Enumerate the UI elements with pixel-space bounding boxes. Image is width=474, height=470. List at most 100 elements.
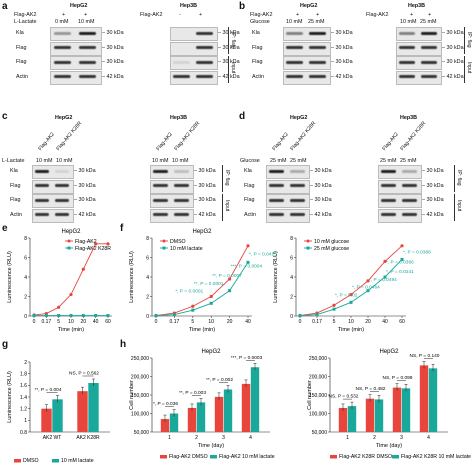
data-point <box>366 279 370 283</box>
bar <box>401 388 411 432</box>
blot-strip <box>283 56 331 70</box>
blot-band <box>35 213 49 216</box>
p-value-annotation: ***, P = 0.0003 <box>231 355 263 361</box>
x-tick-label: 60 <box>105 319 111 325</box>
data-point <box>69 292 73 297</box>
blot-band <box>53 46 72 49</box>
chart-title: HepG2 <box>379 349 399 355</box>
y-tick-label: 6 <box>146 255 149 261</box>
x-tick-label: 40 <box>382 319 388 325</box>
blot-band <box>53 60 72 64</box>
x-tick-label: 4 <box>249 435 252 441</box>
y-tick-label: 8 <box>24 236 27 242</box>
panel-a-hepg2-title: HepG2 <box>70 3 88 9</box>
chart-title: HepG2 <box>61 229 81 235</box>
bar <box>169 413 179 432</box>
treatment-label: Glucose <box>240 158 260 164</box>
blot-strip <box>378 208 422 223</box>
bar <box>241 383 251 432</box>
data-point <box>94 242 98 246</box>
blot-band <box>421 31 437 35</box>
blot-strip <box>396 70 442 85</box>
y-tick-label: 6 <box>24 255 27 261</box>
kda-marker: – 30 kDa <box>422 197 444 203</box>
blot-strip <box>266 165 310 179</box>
bar <box>347 406 357 432</box>
blot-band <box>35 198 49 202</box>
bar <box>250 367 260 432</box>
legend-label: Flag-AK2 K28R 10 mM lactate <box>401 454 471 460</box>
y-tick-label: 0 <box>146 314 149 320</box>
panel-d-hep3b-title: Hep3B <box>400 115 418 121</box>
group-bracket <box>462 56 465 83</box>
panel-letter: d <box>239 111 246 122</box>
kda-marker: – 30 kDa <box>102 44 124 51</box>
kda-marker: – 30 kDa <box>74 168 96 174</box>
data-point <box>349 300 353 304</box>
blot-row-label: Kla <box>10 168 18 174</box>
dose-label: 10 mM <box>36 158 53 164</box>
treatment-label: L-Lactate <box>14 19 37 25</box>
bar <box>374 399 384 432</box>
blot-band <box>421 75 437 78</box>
bar <box>214 396 224 432</box>
x-tick-label: 40 <box>93 319 99 325</box>
y-tick-label: 150,000 <box>309 393 327 399</box>
y-tick-label: 1.6 <box>20 383 27 389</box>
blot-strip <box>283 41 331 56</box>
data-point <box>332 307 336 311</box>
series-line <box>155 245 249 316</box>
flag-row-label: Flag-AK2 <box>140 12 163 18</box>
x-tick-label: 1 <box>168 435 171 441</box>
kda-marker: – 30 kDa <box>102 30 124 36</box>
group-bracket <box>462 27 465 54</box>
bar <box>223 389 233 432</box>
blot-row-label: Flag <box>252 59 263 65</box>
p-value-annotation: **, P = 0.003 <box>179 390 206 396</box>
data-point <box>106 242 110 246</box>
blot-band <box>381 169 396 173</box>
blot-band <box>196 60 213 64</box>
bar <box>196 402 206 432</box>
data-point <box>298 314 302 318</box>
y-tick-label: 0 <box>24 314 27 320</box>
blot-band <box>402 198 417 202</box>
dose-label: 0 mM <box>55 19 69 25</box>
panel-letter: a <box>2 1 8 12</box>
legend-label: Flag-AK2 K28R DMSO <box>339 454 392 460</box>
blot-strip <box>396 41 442 56</box>
blot-band <box>269 213 284 216</box>
p-value-annotation: **, P = 0.004 <box>35 387 62 393</box>
legend-swatch <box>392 455 399 459</box>
p-value-annotation: NS, P = 0.099 <box>383 375 413 381</box>
data-point <box>57 305 61 309</box>
blot-band <box>381 184 396 187</box>
legend-swatch <box>52 459 59 463</box>
p-value-annotation: *, P = 0.02 <box>335 293 358 299</box>
blot-band <box>421 60 437 64</box>
dose-label: 25 mM <box>308 19 325 25</box>
y-axis-label: Cell number <box>129 380 135 410</box>
panel-letter: b <box>239 1 246 12</box>
dose-label: 10 mM <box>78 19 95 25</box>
data-point <box>383 259 387 263</box>
y-tick-label: 200,000 <box>309 374 327 380</box>
blot-strip <box>150 165 194 179</box>
data-point <box>332 303 336 307</box>
blot-strip <box>170 70 218 85</box>
blot-band <box>173 60 190 64</box>
panel-c-hepg2-title: HepG2 <box>55 115 73 121</box>
group-bracket <box>220 194 223 221</box>
kda-marker: – 42 kDa <box>194 211 216 218</box>
blot-row-label: Flag <box>244 197 255 203</box>
blot-band <box>153 198 168 202</box>
y-tick-label: 50,000 <box>312 430 328 436</box>
blot-band <box>78 75 97 78</box>
p-value-annotation: *, P = 0.0241 <box>386 269 414 275</box>
dose-label: 25 mM <box>420 19 437 25</box>
blot-band <box>55 198 69 202</box>
data-point <box>349 292 353 297</box>
p-value-annotation: *, P = 0.0366 <box>386 259 414 265</box>
blot-strip <box>32 165 74 179</box>
data-point <box>400 244 404 248</box>
